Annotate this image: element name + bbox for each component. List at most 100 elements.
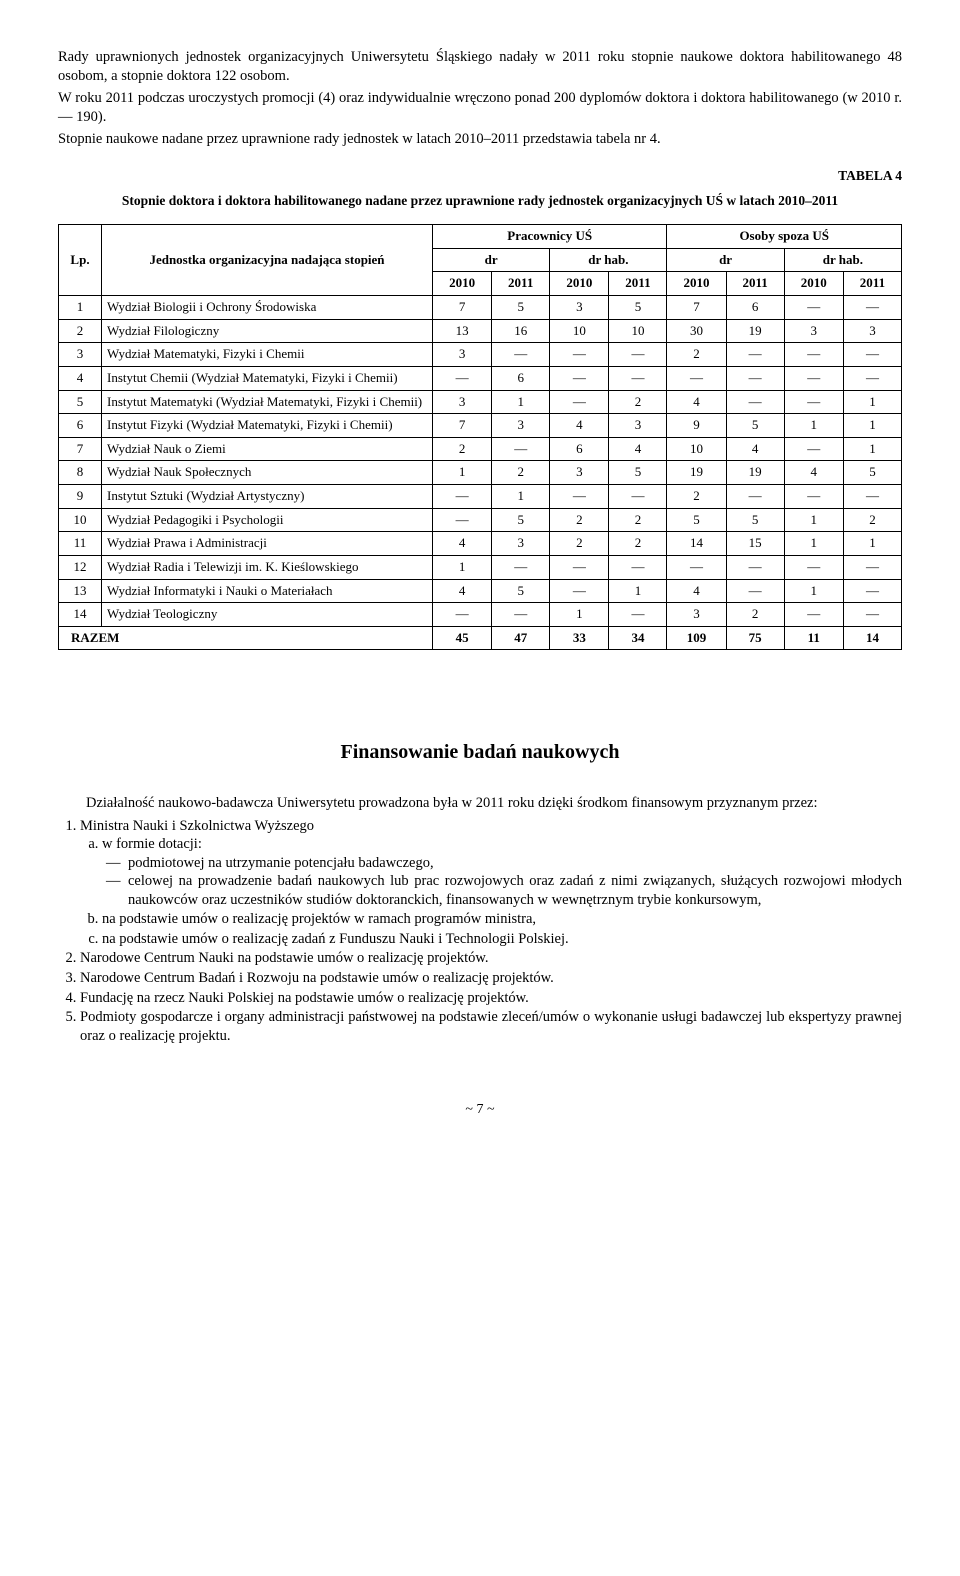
- table-row: 13Wydział Informatyki i Nauki o Materiał…: [59, 579, 902, 603]
- th-dr: dr: [667, 248, 784, 272]
- cell-value: —: [843, 343, 901, 367]
- cell-value: —: [609, 555, 667, 579]
- cell-value: 19: [726, 319, 784, 343]
- cell-value: —: [726, 366, 784, 390]
- cell-value: 7: [433, 414, 492, 438]
- table-row: 10Wydział Pedagogiki i Psychologii—52255…: [59, 508, 902, 532]
- cell-value: 1: [843, 414, 901, 438]
- table-row: 9Instytut Sztuki (Wydział Artystyczny)—1…: [59, 485, 902, 509]
- cell-value: —: [843, 603, 901, 627]
- cell-value: —: [667, 366, 726, 390]
- cell-value: 15: [726, 532, 784, 556]
- intro-p3: Stopnie naukowe nadane przez uprawnione …: [58, 130, 902, 149]
- cell-value: 3: [550, 296, 609, 320]
- cell-name: Wydział Nauk Społecznych: [102, 461, 433, 485]
- th-year: 2011: [726, 272, 784, 296]
- cell-value: —: [784, 555, 843, 579]
- cell-value: 4: [784, 461, 843, 485]
- cell-lp: 14: [59, 603, 102, 627]
- cell-value: —: [784, 437, 843, 461]
- table-total-row: RAZEM45473334109751114: [59, 626, 902, 650]
- funding-item-1b: na podstawie umów o realizację projektów…: [102, 910, 902, 929]
- cell-total-value: 75: [726, 626, 784, 650]
- cell-name: Wydział Pedagogiki i Psychologii: [102, 508, 433, 532]
- cell-name: Wydział Radia i Telewizji im. K. Kieślow…: [102, 555, 433, 579]
- cell-value: —: [726, 390, 784, 414]
- cell-name: Instytut Matematyki (Wydział Matematyki,…: [102, 390, 433, 414]
- cell-value: 3: [433, 390, 492, 414]
- cell-value: 1: [609, 579, 667, 603]
- table-row: 2Wydział Filologiczny13161010301933: [59, 319, 902, 343]
- cell-value: —: [726, 579, 784, 603]
- th-dr: dr: [433, 248, 550, 272]
- cell-value: 1: [784, 414, 843, 438]
- cell-value: 1: [784, 532, 843, 556]
- cell-value: —: [784, 343, 843, 367]
- cell-lp: 5: [59, 390, 102, 414]
- cell-value: 2: [550, 532, 609, 556]
- cell-value: 5: [726, 414, 784, 438]
- table-label: TABELA 4: [58, 167, 902, 184]
- degrees-table: Lp. Jednostka organizacyjna nadająca sto…: [58, 224, 902, 650]
- funding-list: Ministra Nauki i Szkolnictwa Wyższego w …: [58, 817, 902, 1046]
- cell-value: —: [843, 555, 901, 579]
- cell-lp: 13: [59, 579, 102, 603]
- cell-value: 3: [550, 461, 609, 485]
- cell-value: 4: [550, 414, 609, 438]
- cell-value: —: [550, 555, 609, 579]
- th-lp: Lp.: [59, 225, 102, 296]
- cell-value: 2: [609, 508, 667, 532]
- table-caption: Stopnie doktora i doktora habilitowanego…: [58, 192, 902, 210]
- cell-total-value: 14: [843, 626, 901, 650]
- cell-name: Instytut Sztuki (Wydział Artystyczny): [102, 485, 433, 509]
- cell-value: 1: [433, 461, 492, 485]
- cell-name: Wydział Teologiczny: [102, 603, 433, 627]
- table-row: 6Instytut Fizyki (Wydział Matematyki, Fi…: [59, 414, 902, 438]
- th-year: 2011: [492, 272, 550, 296]
- cell-name: Wydział Matematyki, Fizyki i Chemii: [102, 343, 433, 367]
- th-year: 2011: [843, 272, 901, 296]
- cell-value: 1: [550, 603, 609, 627]
- th-year: 2010: [433, 272, 492, 296]
- cell-value: —: [550, 366, 609, 390]
- cell-value: 4: [433, 532, 492, 556]
- cell-value: —: [609, 603, 667, 627]
- cell-value: —: [784, 366, 843, 390]
- cell-value: —: [492, 603, 550, 627]
- intro-block: Rady uprawnionych jednostek organizacyjn…: [58, 48, 902, 149]
- cell-value: 1: [843, 437, 901, 461]
- cell-value: —: [609, 343, 667, 367]
- cell-value: 5: [726, 508, 784, 532]
- cell-value: 9: [667, 414, 726, 438]
- cell-value: 3: [609, 414, 667, 438]
- cell-value: 5: [843, 461, 901, 485]
- th-unit: Jednostka organizacyjna nadająca stopień: [102, 225, 433, 296]
- cell-name: Wydział Filologiczny: [102, 319, 433, 343]
- intro-p1: Rady uprawnionych jednostek organizacyjn…: [58, 48, 902, 85]
- table-row: 7Wydział Nauk o Ziemi2—64104—1: [59, 437, 902, 461]
- cell-name: Wydział Informatyki i Nauki o Materiałac…: [102, 579, 433, 603]
- cell-value: —: [550, 485, 609, 509]
- cell-name: Wydział Prawa i Administracji: [102, 532, 433, 556]
- cell-name: Wydział Biologii i Ochrony Środowiska: [102, 296, 433, 320]
- table-row: 1Wydział Biologii i Ochrony Środowiska75…: [59, 296, 902, 320]
- cell-value: 1: [784, 508, 843, 532]
- cell-value: 19: [726, 461, 784, 485]
- funding-item-1: Ministra Nauki i Szkolnictwa Wyższego w …: [80, 817, 902, 949]
- cell-value: 13: [433, 319, 492, 343]
- table-row: 11Wydział Prawa i Administracji432214151…: [59, 532, 902, 556]
- cell-value: 3: [784, 319, 843, 343]
- funding-item-1c: na podstawie umów o realizację zadań z F…: [102, 930, 902, 949]
- cell-name: Instytut Chemii (Wydział Matematyki, Fiz…: [102, 366, 433, 390]
- cell-value: 2: [433, 437, 492, 461]
- cell-total-value: 33: [550, 626, 609, 650]
- th-year: 2011: [609, 272, 667, 296]
- page-number: ~ 7 ~: [58, 1101, 902, 1119]
- th-drhab: dr hab.: [550, 248, 667, 272]
- cell-value: 1: [433, 555, 492, 579]
- cell-value: —: [550, 390, 609, 414]
- cell-value: 2: [726, 603, 784, 627]
- cell-lp: 8: [59, 461, 102, 485]
- cell-lp: 9: [59, 485, 102, 509]
- cell-value: 3: [667, 603, 726, 627]
